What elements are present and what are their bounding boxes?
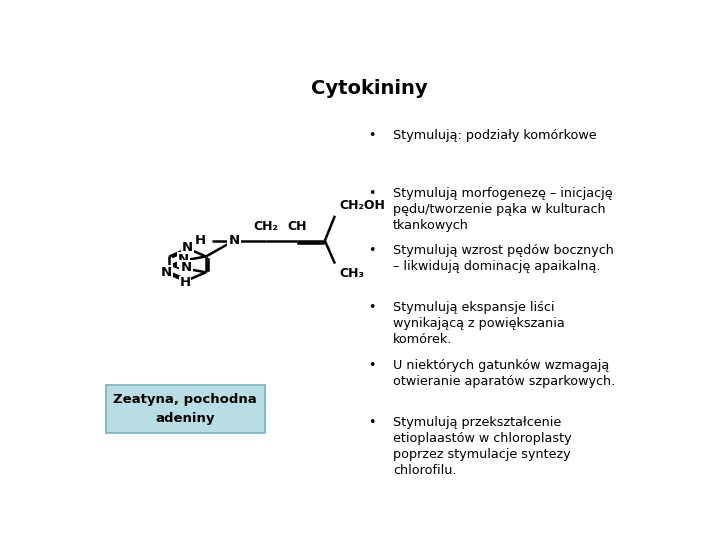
Text: •: •: [368, 301, 376, 314]
Text: •: •: [368, 416, 376, 429]
Text: Stymulują morfogenezę – inicjację
pędu/tworzenie pąka w kulturach
tkankowych: Stymulują morfogenezę – inicjację pędu/t…: [393, 187, 613, 232]
Text: H: H: [195, 234, 206, 247]
Text: Zeatyna, pochodna
adeniny: Zeatyna, pochodna adeniny: [113, 393, 257, 425]
Text: CH₂OH: CH₂OH: [339, 199, 385, 212]
Text: N: N: [228, 234, 240, 247]
Text: N: N: [181, 261, 192, 274]
Text: Stymulują przekształcenie
etioplaastów w chloroplasty
poprzez stymulacje syntezy: Stymulują przekształcenie etioplaastów w…: [393, 416, 572, 477]
Text: Stymulują: podziały komórkowe: Stymulują: podziały komórkowe: [393, 129, 597, 142]
Text: Cytokininy: Cytokininy: [311, 79, 427, 98]
Text: CH₃: CH₃: [339, 267, 364, 280]
Text: •: •: [368, 187, 376, 200]
Text: H: H: [179, 276, 190, 289]
Text: N: N: [178, 253, 189, 266]
Text: CH: CH: [287, 220, 307, 233]
Text: N: N: [161, 266, 172, 279]
Text: U niektórych gatunków wzmagają
otwieranie aparatów szparkowych.: U niektórych gatunków wzmagają otwierani…: [393, 359, 616, 388]
Text: Stymulują wzrost pędów bocznych
– likwidują dominację apaikalną.: Stymulują wzrost pędów bocznych – likwid…: [393, 244, 614, 273]
Text: CH₂: CH₂: [254, 220, 279, 233]
Text: •: •: [368, 129, 376, 142]
Text: N: N: [182, 241, 193, 254]
Text: •: •: [368, 359, 376, 372]
Text: •: •: [368, 244, 376, 257]
FancyBboxPatch shape: [106, 385, 265, 433]
Text: Stymulują ekspansje liści
wynikającą z powiększania
komórek.: Stymulują ekspansje liści wynikającą z p…: [393, 301, 564, 346]
